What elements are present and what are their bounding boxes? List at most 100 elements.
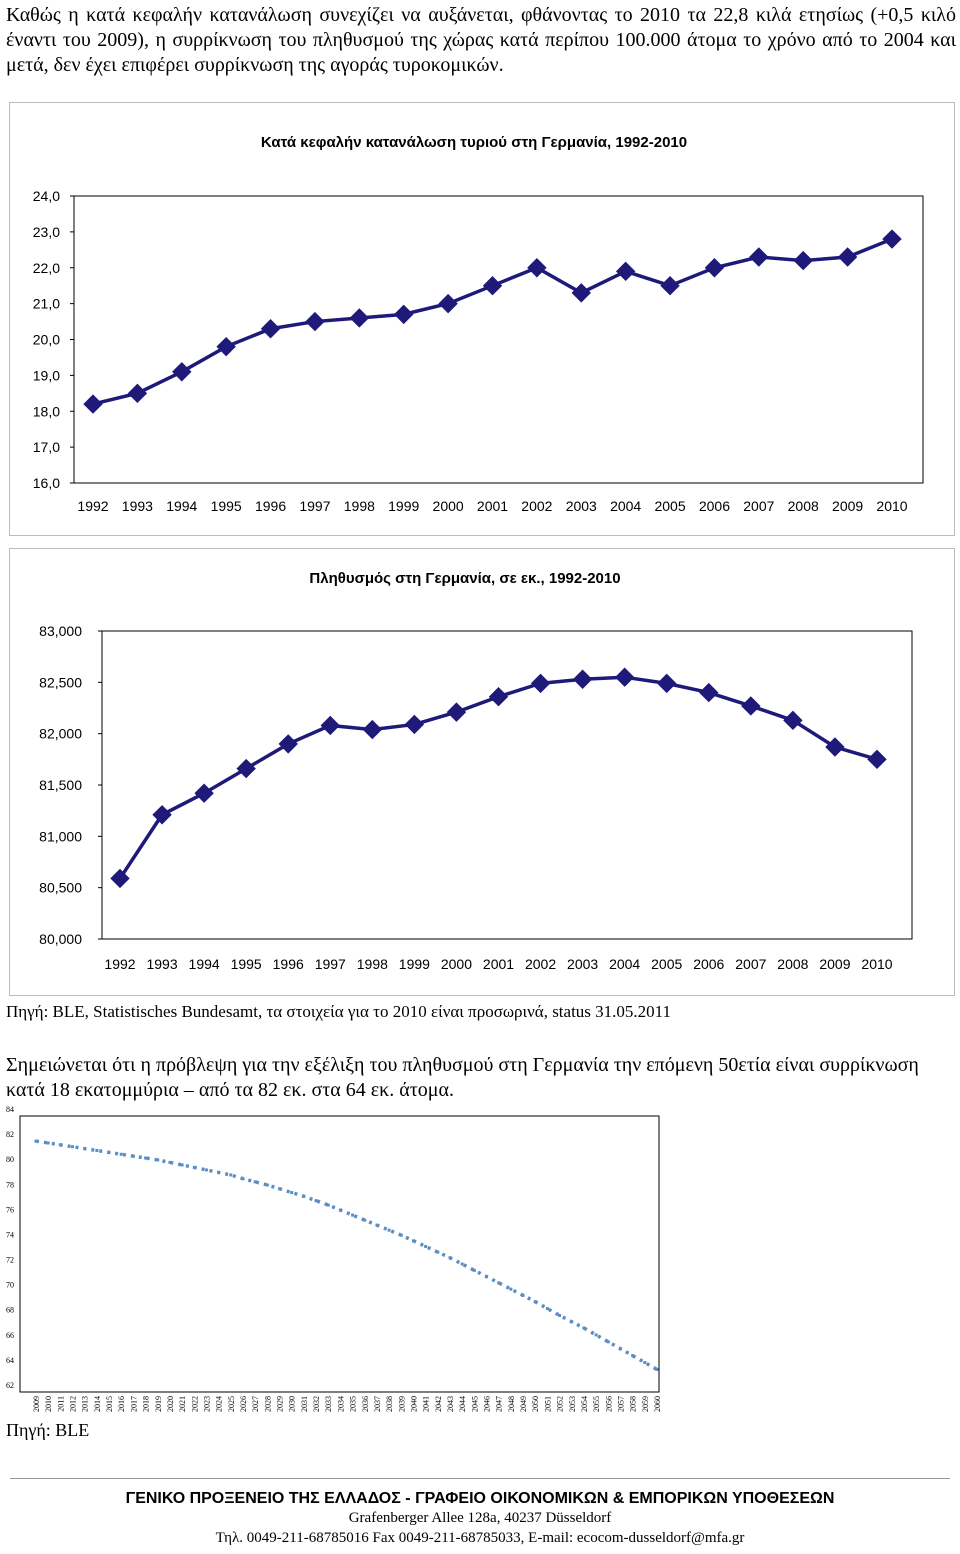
data-point bbox=[741, 696, 761, 716]
data-point bbox=[119, 1152, 123, 1156]
x-tick-label: 1993 bbox=[146, 956, 177, 972]
data-point bbox=[172, 362, 192, 382]
y-tick-label: 16,0 bbox=[33, 475, 60, 491]
data-point bbox=[446, 702, 467, 722]
x-tick-label: 2045 bbox=[470, 1396, 479, 1412]
data-point bbox=[387, 1228, 391, 1232]
x-tick-label: 2035 bbox=[349, 1396, 358, 1412]
x-tick-label: 2005 bbox=[654, 498, 685, 514]
intro-paragraph: Καθώς η κατά κεφαλήν κατανάλωση συνεχίζε… bbox=[6, 4, 956, 76]
data-point bbox=[882, 229, 902, 249]
x-tick-label: 2058 bbox=[629, 1396, 638, 1412]
x-tick-label: 2049 bbox=[519, 1396, 528, 1412]
x-tick-label: 2026 bbox=[239, 1396, 248, 1412]
series-line bbox=[118, 675, 878, 880]
y-tick-label: 23,0 bbox=[33, 224, 60, 240]
x-tick-label: 2037 bbox=[373, 1396, 382, 1412]
x-tick-label: 2056 bbox=[604, 1396, 613, 1412]
data-point bbox=[497, 1281, 501, 1285]
data-point bbox=[545, 1307, 549, 1311]
data-point bbox=[46, 1141, 50, 1145]
x-tick-label: 2003 bbox=[567, 956, 598, 972]
series-line bbox=[92, 237, 893, 406]
x-tick-label: 2002 bbox=[521, 498, 552, 514]
plot-area bbox=[73, 195, 924, 484]
data-point bbox=[558, 1313, 562, 1317]
x-tick-label: 2042 bbox=[434, 1396, 443, 1412]
x-tick-label: 2039 bbox=[397, 1396, 406, 1412]
data-point bbox=[314, 1199, 318, 1203]
x-tick-label: 1994 bbox=[166, 498, 197, 514]
data-point bbox=[472, 1268, 476, 1272]
y-tick-label: 80 bbox=[6, 1155, 14, 1164]
x-tick-label: 2041 bbox=[422, 1396, 431, 1412]
x-tick-label: 2054 bbox=[580, 1396, 589, 1412]
x-tick-label: 2036 bbox=[361, 1396, 370, 1412]
x-tick-label: 2044 bbox=[458, 1396, 467, 1412]
data-point bbox=[530, 673, 551, 694]
x-tick-label: 2009 bbox=[832, 498, 863, 514]
data-point bbox=[399, 1233, 403, 1237]
data-point bbox=[485, 1275, 489, 1279]
x-tick-label: 2055 bbox=[592, 1396, 601, 1412]
data-point bbox=[404, 714, 425, 735]
y-tick-label: 22,0 bbox=[33, 260, 60, 276]
data-point bbox=[95, 1149, 99, 1152]
x-tick-label: 2048 bbox=[507, 1396, 516, 1412]
data-point bbox=[83, 1147, 87, 1151]
data-point bbox=[793, 250, 813, 271]
x-tick-label: 1999 bbox=[399, 956, 430, 972]
data-point bbox=[217, 1170, 221, 1174]
x-tick-label: 2023 bbox=[202, 1396, 211, 1412]
x-tick-label: 1996 bbox=[273, 956, 304, 972]
x-tick-label: 1995 bbox=[231, 956, 262, 972]
x-tick-label: 2030 bbox=[288, 1396, 297, 1412]
data-point bbox=[83, 394, 103, 414]
x-tick-label: 1999 bbox=[388, 498, 419, 514]
x-tick-label: 2002 bbox=[525, 956, 556, 972]
x-tick-label: 2032 bbox=[312, 1396, 321, 1412]
footer-office-name: ΓΕΝΙΚΟ ΠΡΟΞΕΝΕΙΟ ΤΗΣ ΕΛΛΑΔΟΣ - ΓΡΑΦΕΙΟ Ο… bbox=[125, 1490, 835, 1507]
x-tick-label: 2009 bbox=[819, 956, 850, 972]
x-tick-label: 2029 bbox=[276, 1396, 285, 1412]
x-tick-label: 1992 bbox=[104, 956, 135, 972]
x-tick-label: 2001 bbox=[483, 956, 514, 972]
plot-area bbox=[101, 630, 913, 940]
data-point bbox=[571, 283, 591, 303]
x-tick-label: 2019 bbox=[154, 1396, 163, 1412]
footer-divider bbox=[10, 1478, 950, 1479]
chart-population-projection: 62 64 66 68 70 72 74 76 78 80 82 84 2009 2010 2011 2012… bbox=[0, 1105, 672, 1420]
y-tick-label: 76 bbox=[6, 1205, 14, 1214]
data-point bbox=[582, 1326, 586, 1330]
data-point bbox=[521, 1293, 525, 1297]
x-tick-label: 1993 bbox=[122, 498, 153, 514]
x-tick-label: 2040 bbox=[409, 1396, 418, 1412]
y-tick-label: 66 bbox=[6, 1331, 14, 1340]
x-tick-label: 2008 bbox=[788, 498, 819, 514]
chart-cheese-consumption-svg: Κατά κεφαλήν κατανάλωση τυριού στη Γερμα… bbox=[33, 134, 924, 514]
y-tick-label: 21,0 bbox=[33, 296, 60, 312]
data-point bbox=[615, 261, 636, 282]
chart-cheese-consumption: Κατά κεφαλήν κατανάλωση τυριού στη Γερμα… bbox=[9, 102, 955, 536]
y-tick-label: 20,0 bbox=[33, 332, 60, 348]
y-tick-label: 70 bbox=[6, 1281, 14, 1290]
data-point bbox=[363, 1218, 367, 1222]
x-tick-label: 1997 bbox=[299, 498, 330, 514]
x-tick-label: 1996 bbox=[255, 498, 286, 514]
chart-title: Κατά κεφαλήν κατανάλωση τυριού στη Γερμα… bbox=[261, 134, 687, 151]
x-tick-label: 2003 bbox=[566, 498, 597, 514]
data-point bbox=[265, 1183, 269, 1187]
data-point bbox=[867, 749, 887, 770]
x-tick-label: 2018 bbox=[142, 1396, 151, 1412]
data-point bbox=[180, 1163, 184, 1167]
series-line bbox=[35, 1139, 658, 1371]
y-tick-label: 84 bbox=[6, 1106, 14, 1114]
y-tick-label: 72 bbox=[6, 1256, 14, 1265]
x-tick-label: 2009 bbox=[32, 1396, 41, 1412]
data-point bbox=[351, 1213, 355, 1217]
x-tick-label: 2022 bbox=[190, 1396, 199, 1412]
source-note: Πηγή: BLE, Statistisches Bundesamt, τα σ… bbox=[6, 1002, 672, 1021]
x-tick-label: 2034 bbox=[336, 1396, 345, 1412]
data-point bbox=[394, 304, 414, 325]
x-tick-label: 2010 bbox=[44, 1396, 53, 1412]
